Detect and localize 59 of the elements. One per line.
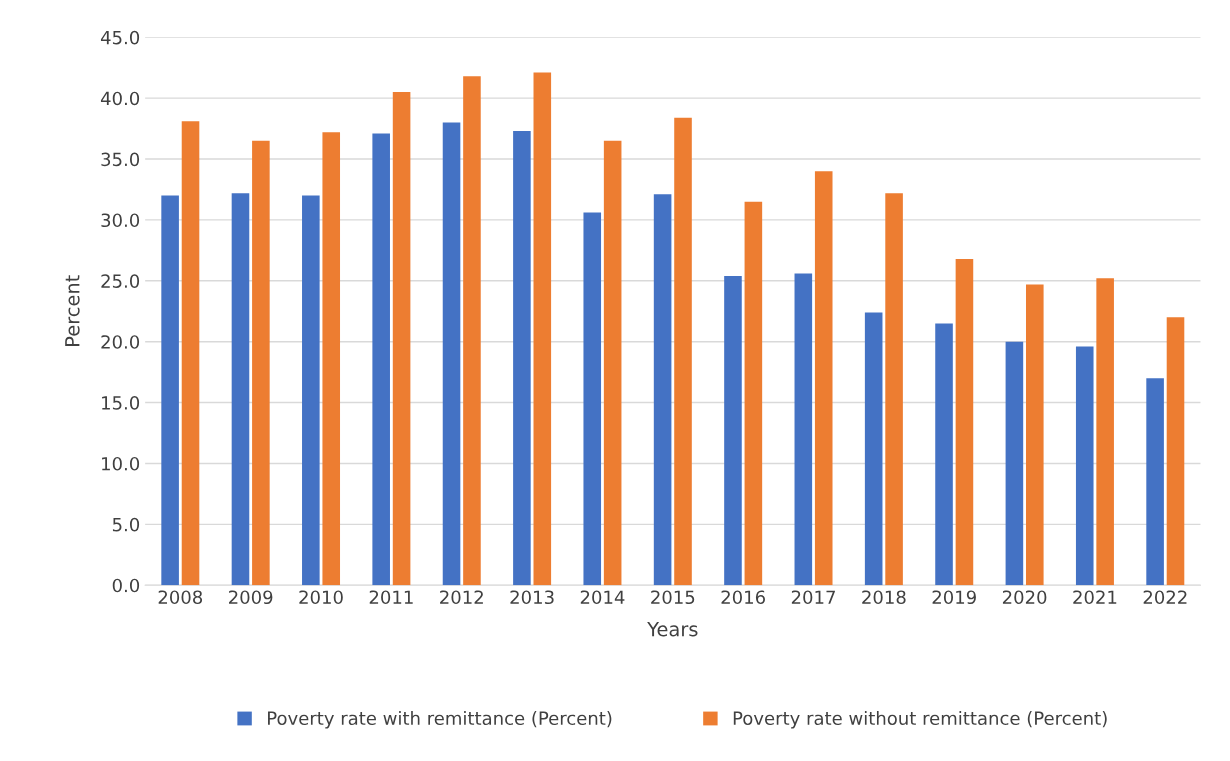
bar: [322, 132, 341, 586]
x-tick-label: 2020: [1002, 590, 1047, 605]
bar: [864, 312, 883, 586]
x-tick-label: 2017: [791, 590, 835, 605]
bar: [231, 193, 250, 586]
y-tick-label: 30.0: [101, 213, 140, 228]
bar: [533, 72, 552, 586]
bar: [1026, 284, 1044, 586]
y-tick-label: 40.0: [100, 91, 140, 106]
y-tick-label: 0.0: [112, 578, 140, 593]
x-tick-label: 2011: [369, 590, 413, 605]
bar: [513, 131, 531, 586]
bar: [252, 140, 270, 586]
x-tick-label: 2018: [862, 590, 906, 605]
y-tick-label: 10.0: [102, 456, 140, 471]
bar: [955, 258, 974, 586]
bar: [161, 195, 179, 586]
bar: [442, 122, 461, 586]
bar: [885, 193, 903, 586]
legend-label: Poverty rate without remittance (Percent): [733, 711, 1107, 729]
bar: [744, 201, 763, 586]
bar: [603, 140, 622, 586]
bar: [724, 275, 742, 586]
x-tick-label: 2009: [229, 590, 273, 605]
y-tick-label: 20.0: [101, 335, 140, 349]
x-tick-label: 2021: [1073, 590, 1117, 605]
bar: [653, 194, 672, 586]
bar: [674, 117, 692, 586]
bar: [794, 273, 813, 586]
bar: [463, 76, 481, 586]
bar: [1166, 317, 1185, 586]
x-tick-label: 2012: [440, 590, 483, 605]
y-tick-label: 45.0: [100, 30, 140, 45]
bar: [814, 171, 833, 586]
x-tick-label: 2008: [158, 590, 203, 605]
x-tick-label: 2022: [1143, 590, 1187, 605]
bar: [181, 121, 200, 586]
x-tick-label: 2019: [932, 590, 976, 605]
y-tick-label: 25.0: [101, 274, 140, 288]
x-tick-label: 2014: [580, 590, 625, 605]
bar: [1146, 378, 1164, 586]
y-tick-label: 15.0: [102, 396, 140, 410]
x-axis-title: Years: [647, 622, 698, 637]
bar: [583, 212, 602, 586]
y-tick-label: 35.0: [101, 152, 140, 167]
legend-label: Poverty rate with remittance (Percent): [268, 711, 612, 729]
x-tick-label: 2010: [299, 590, 343, 605]
y-tick-label: 5.0: [112, 517, 140, 532]
bar: [372, 133, 390, 586]
x-tick-label: 2015: [651, 590, 695, 605]
bar: [935, 323, 953, 586]
y-axis-title: Percent: [65, 275, 80, 346]
x-tick-label: 2016: [721, 590, 765, 605]
bar: [1096, 278, 1114, 586]
x-tick-label: 2013: [510, 590, 554, 605]
bar: [1005, 341, 1024, 586]
bar: [1075, 346, 1094, 586]
bar: [302, 195, 320, 586]
bar: [392, 92, 411, 586]
